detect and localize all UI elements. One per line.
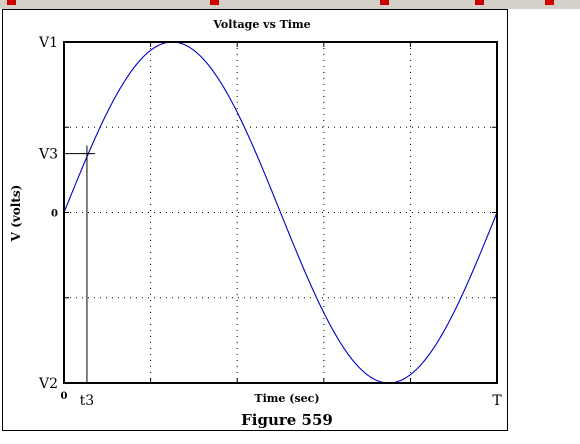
- toolbar-marker: [210, 0, 219, 5]
- x-tick-label: 0: [61, 391, 68, 402]
- y-axis-label: V (volts): [9, 185, 23, 243]
- y-tick-label: V1: [38, 35, 58, 51]
- window-top-strip: [0, 0, 580, 9]
- x-tick-label: T: [492, 393, 502, 409]
- figure-frame: Voltage vs Time Time (sec) V (volts) Fig…: [2, 9, 508, 431]
- toolbar-marker: [7, 0, 16, 5]
- x-tick-label: t3: [80, 393, 95, 409]
- voltage-chart: Voltage vs Time Time (sec) V (volts) Fig…: [9, 18, 503, 429]
- y-tick-labels: V1 V3 0 V2: [38, 35, 58, 392]
- toolbar-marker: [545, 0, 554, 5]
- x-axis-label: Time (sec): [254, 392, 319, 405]
- voltage-series-line: [63, 41, 498, 384]
- toolbar-marker: [475, 0, 484, 5]
- toolbar-marker: [380, 0, 389, 5]
- y-tick-label: 0: [51, 209, 58, 220]
- figure-caption: Figure 559: [241, 411, 333, 429]
- y-tick-label: V2: [38, 376, 58, 392]
- x-tick-labels: 0 t3 T: [61, 391, 503, 409]
- chart-title: Voltage vs Time: [212, 18, 310, 31]
- tick-layer: [64, 42, 497, 383]
- y-tick-label: V3: [38, 147, 58, 163]
